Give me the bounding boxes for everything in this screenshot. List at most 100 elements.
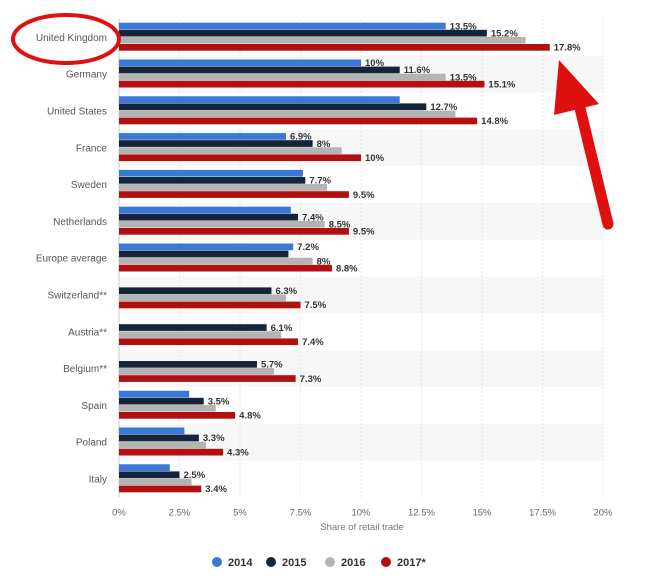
value-labels: 13.5% 15.2% 17.8% 10% 11.6% 13.5% 15.1% 12.7% 14… <box>184 21 582 495</box>
category-label: Germany <box>66 70 107 81</box>
bar <box>119 66 400 74</box>
value-label: 13.5% <box>450 72 477 83</box>
bar <box>119 471 180 479</box>
value-label: 11.6% <box>404 65 431 76</box>
bar <box>119 29 487 37</box>
red-arrow <box>554 60 614 230</box>
value-label: 4.3% <box>227 447 249 458</box>
bar <box>119 117 478 125</box>
value-label: 12.7% <box>430 102 457 113</box>
value-label: 7.4% <box>302 212 324 223</box>
category-labels: United Kingdom Germany United States France… <box>36 33 108 486</box>
category-label: Italy <box>89 475 107 486</box>
legend-label[interactable]: 2017* <box>397 557 426 569</box>
value-label: 3.4% <box>205 484 227 495</box>
bar <box>119 464 170 471</box>
value-label: 6.1% <box>271 323 293 334</box>
bar <box>119 103 427 111</box>
bar <box>119 478 192 486</box>
bar <box>119 22 446 30</box>
category-label: Poland <box>76 438 107 449</box>
value-label: 2.5% <box>184 470 206 481</box>
bar <box>119 206 291 214</box>
x-tick-label: 2.5% <box>169 507 191 518</box>
value-label: 14.8% <box>481 116 508 127</box>
x-tick-label: 15% <box>472 507 492 518</box>
value-label: 8% <box>317 256 331 267</box>
bars <box>119 22 550 493</box>
value-label: 13.5% <box>450 21 477 32</box>
category-label: United Kingdom <box>36 33 107 44</box>
value-label: 5.7% <box>261 360 283 371</box>
bar <box>119 434 199 442</box>
bar <box>119 184 328 191</box>
bar <box>119 147 342 154</box>
x-axis-title: Share of retail trade <box>320 522 403 533</box>
legend-label[interactable]: 2016 <box>341 557 365 569</box>
category-label: United States <box>47 107 107 118</box>
value-label: 3.3% <box>203 433 225 444</box>
bar <box>119 110 456 118</box>
category-label: France <box>76 143 108 154</box>
bar <box>119 287 272 295</box>
value-label: 8% <box>317 139 331 150</box>
x-tick-label: 12.5% <box>408 507 435 518</box>
x-tick-label: 0% <box>112 507 126 518</box>
bar <box>119 44 550 51</box>
bar <box>119 257 313 265</box>
category-label: Spain <box>81 401 107 412</box>
bar <box>119 73 446 81</box>
value-label: 7.2% <box>297 242 319 253</box>
bar <box>119 331 282 338</box>
bar <box>119 177 306 184</box>
value-label: 15.1% <box>488 79 515 90</box>
value-label: 4.8% <box>239 411 261 422</box>
value-label: 6.9% <box>290 132 312 143</box>
legend-label[interactable]: 2015 <box>282 557 306 569</box>
bar <box>119 96 400 103</box>
bar <box>119 133 286 140</box>
value-label: 9.5% <box>353 227 375 238</box>
bar <box>119 243 294 251</box>
bar <box>119 80 485 88</box>
bar <box>119 404 216 412</box>
x-tick-label: 5% <box>233 507 247 518</box>
category-label: Sweden <box>71 180 107 191</box>
value-label: 7.4% <box>302 337 324 348</box>
x-tick-label: 7.5% <box>290 507 312 518</box>
value-label: 9.5% <box>353 190 375 201</box>
bar <box>119 324 267 331</box>
bar <box>119 36 526 44</box>
value-label: 10% <box>365 58 385 69</box>
value-label: 7.3% <box>300 374 322 385</box>
bar <box>119 412 236 419</box>
bar <box>119 169 303 177</box>
bar <box>119 397 204 405</box>
bar <box>119 59 361 67</box>
legend: 2014 2015 2016 2017* <box>212 557 426 569</box>
category-label: Switzerland** <box>48 291 108 302</box>
bar <box>119 140 313 147</box>
bar <box>119 375 296 382</box>
value-label: 8.5% <box>329 220 351 231</box>
legend-label[interactable]: 2014 <box>228 557 253 569</box>
value-label: 7.7% <box>309 176 331 187</box>
legend-marker <box>325 557 335 567</box>
value-label: 7.5% <box>305 300 327 311</box>
category-label: Netherlands <box>53 217 107 228</box>
value-label: 10% <box>365 153 385 164</box>
value-label: 17.8% <box>554 43 581 54</box>
bar <box>119 427 185 435</box>
bar <box>119 441 207 449</box>
category-label: Belgium** <box>63 364 107 375</box>
bar <box>119 338 299 346</box>
legend-marker <box>381 557 391 567</box>
bar <box>119 485 202 493</box>
bar <box>119 220 325 228</box>
category-label: Austria** <box>68 327 107 338</box>
x-tick-label: 10% <box>351 507 371 518</box>
bar <box>119 213 299 221</box>
bar <box>119 361 257 368</box>
bar <box>119 154 361 162</box>
